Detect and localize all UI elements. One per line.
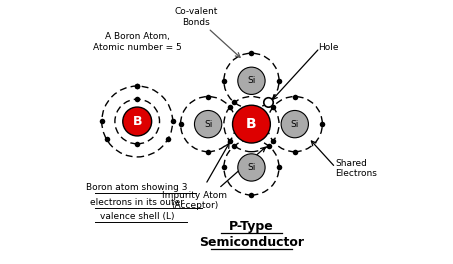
Text: Shared
Electrons: Shared Electrons: [336, 159, 377, 178]
Text: Co-valent
Bonds: Co-valent Bonds: [174, 7, 218, 27]
Text: Semiconductor: Semiconductor: [199, 236, 304, 249]
Circle shape: [194, 110, 222, 138]
Circle shape: [238, 67, 265, 95]
Text: valence shell (L): valence shell (L): [100, 212, 174, 221]
Circle shape: [264, 98, 273, 107]
Text: Si: Si: [290, 120, 299, 129]
Circle shape: [123, 107, 152, 136]
Text: A Boron Atom,
Atomic number = 5: A Boron Atom, Atomic number = 5: [93, 32, 182, 51]
Text: electrons in its outer: electrons in its outer: [90, 198, 184, 207]
Circle shape: [238, 154, 265, 181]
Text: Si: Si: [204, 120, 212, 129]
Circle shape: [232, 105, 270, 143]
Circle shape: [281, 110, 308, 138]
Text: Hole: Hole: [318, 44, 339, 53]
Text: Impurity Atom
(Acceptor): Impurity Atom (Acceptor): [163, 191, 227, 210]
Text: P-Type: P-Type: [229, 220, 274, 233]
Text: B: B: [246, 117, 257, 131]
Text: Si: Si: [247, 163, 255, 172]
Text: Si: Si: [247, 76, 255, 85]
Text: B: B: [132, 115, 142, 128]
Text: Boron atom showing 3: Boron atom showing 3: [87, 183, 188, 192]
